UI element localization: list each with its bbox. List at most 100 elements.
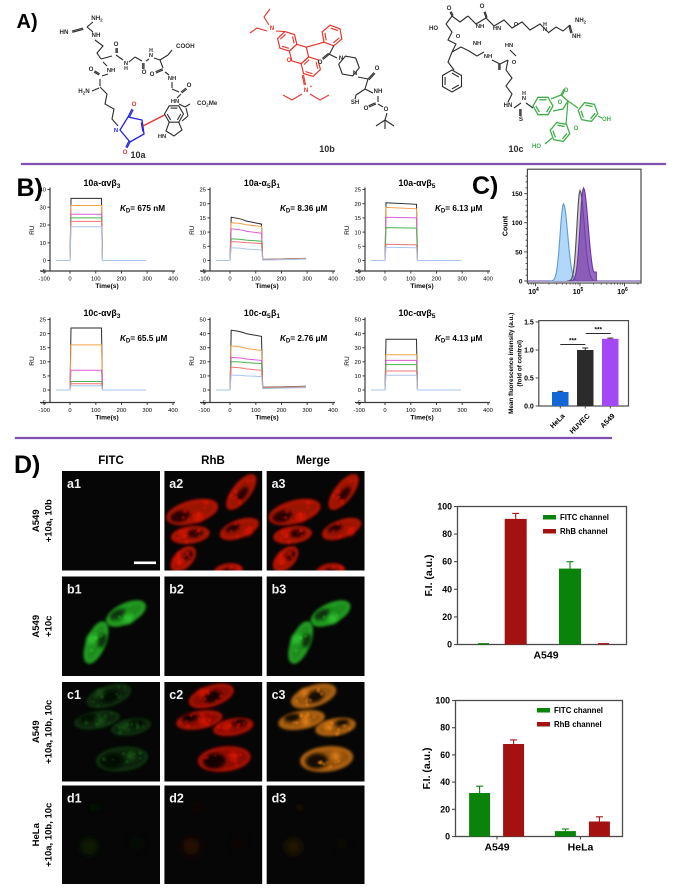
svg-text:50: 50 bbox=[355, 318, 361, 324]
svg-text:O: O bbox=[514, 22, 519, 28]
svg-text:+10a, 10b: +10a, 10b bbox=[44, 499, 55, 542]
svg-text:HeLa: HeLa bbox=[568, 842, 594, 854]
svg-text:KD= 65.5 μM: KD= 65.5 μM bbox=[120, 334, 168, 345]
svg-text:b1: b1 bbox=[67, 583, 82, 597]
svg-text:NH: NH bbox=[168, 76, 176, 82]
svg-text:RhB channel: RhB channel bbox=[560, 527, 608, 536]
svg-text:O: O bbox=[447, 5, 452, 12]
svg-text:10c-α5β1: 10c-α5β1 bbox=[244, 308, 280, 320]
svg-text:-5: -5 bbox=[356, 269, 361, 275]
svg-text:c3: c3 bbox=[272, 688, 286, 702]
svg-text:FITC: FITC bbox=[98, 455, 124, 467]
svg-text:0: 0 bbox=[228, 277, 231, 283]
svg-text:10: 10 bbox=[200, 374, 206, 380]
svg-text:20: 20 bbox=[440, 804, 450, 814]
svg-text:O: O bbox=[89, 66, 94, 73]
svg-text:40: 40 bbox=[40, 188, 46, 194]
svg-text:5: 5 bbox=[203, 245, 206, 251]
svg-text:20: 20 bbox=[200, 202, 206, 208]
svg-text:KD= 6.13 μM: KD= 6.13 μM bbox=[435, 204, 483, 215]
svg-text:b2: b2 bbox=[169, 583, 184, 597]
svg-text:80: 80 bbox=[440, 723, 450, 733]
svg-text:10a-αvβ3: 10a-αvβ3 bbox=[84, 178, 121, 190]
svg-text:200: 200 bbox=[277, 408, 287, 414]
svg-text:Time(s): Time(s) bbox=[410, 415, 433, 422]
svg-text:O: O bbox=[318, 59, 323, 66]
svg-text:RU: RU bbox=[344, 356, 351, 366]
svg-text:400: 400 bbox=[483, 408, 493, 414]
svg-text:-5: -5 bbox=[201, 269, 206, 275]
svg-text:Mean fluorescence intensity (a: Mean fluorescence intensity (a.u.) bbox=[508, 313, 515, 414]
svg-text:O: O bbox=[287, 57, 292, 64]
svg-text:300: 300 bbox=[302, 408, 312, 414]
svg-text:HN: HN bbox=[171, 99, 179, 105]
svg-text:15: 15 bbox=[200, 216, 206, 222]
svg-text:0.0: 0.0 bbox=[524, 404, 534, 411]
svg-text:H: H bbox=[522, 91, 526, 97]
svg-text:400: 400 bbox=[328, 408, 338, 414]
svg-text:20: 20 bbox=[442, 612, 452, 622]
svg-text:200: 200 bbox=[117, 277, 127, 283]
svg-text:HO: HO bbox=[429, 26, 438, 32]
svg-text:300: 300 bbox=[457, 408, 467, 414]
svg-text:5: 5 bbox=[43, 374, 46, 380]
svg-text:RU: RU bbox=[29, 356, 36, 366]
svg-text:100: 100 bbox=[406, 408, 416, 414]
svg-text:400: 400 bbox=[483, 277, 493, 283]
svg-text:NH: NH bbox=[107, 68, 115, 74]
svg-text:O: O bbox=[564, 88, 569, 94]
svg-text:A549: A549 bbox=[31, 509, 42, 532]
svg-text:10: 10 bbox=[355, 374, 361, 380]
svg-text:O: O bbox=[123, 149, 128, 156]
svg-text:c2: c2 bbox=[169, 688, 183, 702]
svg-text:KD= 675 nM: KD= 675 nM bbox=[120, 204, 165, 215]
svg-text:HO: HO bbox=[532, 144, 541, 150]
svg-text:10: 10 bbox=[200, 230, 206, 236]
svg-text:N: N bbox=[522, 96, 526, 102]
svg-text:O: O bbox=[114, 41, 119, 48]
svg-text:S: S bbox=[519, 116, 523, 123]
svg-text:0: 0 bbox=[383, 277, 386, 283]
svg-text:15: 15 bbox=[355, 216, 361, 222]
svg-text:N: N bbox=[353, 71, 357, 77]
svg-text:Time(s): Time(s) bbox=[95, 415, 118, 422]
svg-text:100: 100 bbox=[435, 696, 450, 706]
svg-text:RU: RU bbox=[189, 356, 196, 366]
svg-text:OH: OH bbox=[602, 117, 611, 123]
svg-text:H: H bbox=[124, 66, 128, 72]
svg-text:O: O bbox=[187, 82, 192, 89]
svg-text:O: O bbox=[456, 34, 461, 40]
svg-text:d2: d2 bbox=[169, 792, 184, 806]
svg-text:NH: NH bbox=[92, 32, 101, 39]
svg-text:-100: -100 bbox=[38, 277, 50, 283]
svg-text:KD= 8.36 μM: KD= 8.36 μM bbox=[280, 204, 328, 215]
svg-text:80: 80 bbox=[442, 529, 452, 539]
svg-text:O: O bbox=[364, 105, 369, 112]
svg-text:HN: HN bbox=[60, 29, 69, 36]
svg-text:N: N bbox=[543, 27, 547, 33]
svg-text:H2N: H2N bbox=[78, 88, 90, 96]
svg-text:100: 100 bbox=[437, 502, 452, 512]
svg-text:-100: -100 bbox=[353, 277, 365, 283]
svg-text:0: 0 bbox=[519, 278, 523, 285]
svg-text:CO2Me: CO2Me bbox=[197, 100, 218, 108]
svg-text:+10c: +10c bbox=[44, 616, 55, 637]
svg-text:N: N bbox=[304, 87, 309, 94]
svg-text:0: 0 bbox=[43, 259, 46, 265]
svg-text:10: 10 bbox=[40, 360, 46, 366]
svg-text:-100: -100 bbox=[353, 408, 365, 414]
svg-text:Time(s): Time(s) bbox=[255, 415, 278, 422]
svg-text:Time(s): Time(s) bbox=[95, 283, 118, 290]
svg-text:KD= 2.76 μM: KD= 2.76 μM bbox=[280, 334, 328, 345]
svg-text:0: 0 bbox=[68, 408, 71, 414]
svg-text:Merge: Merge bbox=[296, 455, 330, 467]
svg-text:105: 105 bbox=[573, 287, 584, 296]
svg-text:F.I. (a.u.): F.I. (a.u.) bbox=[421, 748, 433, 790]
svg-text:300: 300 bbox=[142, 277, 152, 283]
svg-text:Time(s): Time(s) bbox=[255, 283, 278, 290]
svg-text:400: 400 bbox=[168, 408, 178, 414]
svg-text:NH: NH bbox=[374, 89, 383, 95]
svg-text:-100: -100 bbox=[38, 408, 50, 414]
svg-text:20: 20 bbox=[355, 202, 361, 208]
svg-text:NH: NH bbox=[476, 24, 484, 30]
